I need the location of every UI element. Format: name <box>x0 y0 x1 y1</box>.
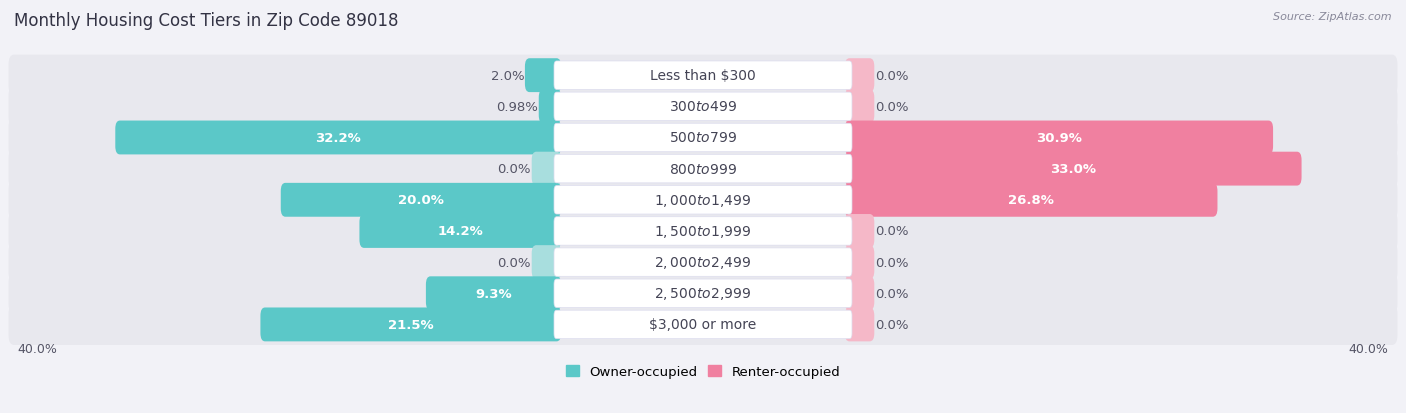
FancyBboxPatch shape <box>845 214 875 248</box>
FancyBboxPatch shape <box>538 90 561 124</box>
FancyBboxPatch shape <box>281 183 561 217</box>
Legend: Owner-occupied, Renter-occupied: Owner-occupied, Renter-occupied <box>560 360 846 384</box>
Text: 0.0%: 0.0% <box>498 256 531 269</box>
Text: 40.0%: 40.0% <box>17 342 58 355</box>
FancyBboxPatch shape <box>8 273 1398 314</box>
Text: 0.0%: 0.0% <box>875 318 908 331</box>
FancyBboxPatch shape <box>554 279 852 308</box>
Text: Source: ZipAtlas.com: Source: ZipAtlas.com <box>1274 12 1392 22</box>
Text: Less than $300: Less than $300 <box>650 69 756 83</box>
FancyBboxPatch shape <box>554 186 852 214</box>
Text: Monthly Housing Cost Tiers in Zip Code 89018: Monthly Housing Cost Tiers in Zip Code 8… <box>14 12 398 30</box>
Text: 0.0%: 0.0% <box>875 287 908 300</box>
Text: 20.0%: 20.0% <box>398 194 444 207</box>
FancyBboxPatch shape <box>531 246 561 279</box>
Text: $1,500 to $1,999: $1,500 to $1,999 <box>654 223 752 240</box>
Text: 0.98%: 0.98% <box>496 101 538 114</box>
FancyBboxPatch shape <box>554 155 852 183</box>
FancyBboxPatch shape <box>8 55 1398 97</box>
Text: 33.0%: 33.0% <box>1050 163 1097 176</box>
Text: $2,500 to $2,999: $2,500 to $2,999 <box>654 285 752 301</box>
FancyBboxPatch shape <box>845 246 875 279</box>
FancyBboxPatch shape <box>260 308 561 342</box>
FancyBboxPatch shape <box>845 277 875 311</box>
Text: $1,000 to $1,499: $1,000 to $1,499 <box>654 192 752 208</box>
Text: 32.2%: 32.2% <box>315 132 361 145</box>
Text: 40.0%: 40.0% <box>1348 342 1389 355</box>
Text: $800 to $999: $800 to $999 <box>669 162 737 176</box>
FancyBboxPatch shape <box>8 242 1398 283</box>
FancyBboxPatch shape <box>115 121 561 155</box>
FancyBboxPatch shape <box>554 248 852 277</box>
FancyBboxPatch shape <box>845 183 1218 217</box>
Text: $300 to $499: $300 to $499 <box>669 100 737 114</box>
FancyBboxPatch shape <box>360 214 561 248</box>
Text: $500 to $799: $500 to $799 <box>669 131 737 145</box>
FancyBboxPatch shape <box>845 308 875 342</box>
Text: 30.9%: 30.9% <box>1036 132 1081 145</box>
FancyBboxPatch shape <box>531 152 561 186</box>
Text: 9.3%: 9.3% <box>475 287 512 300</box>
Text: 0.0%: 0.0% <box>875 256 908 269</box>
FancyBboxPatch shape <box>554 311 852 339</box>
FancyBboxPatch shape <box>845 121 1272 155</box>
FancyBboxPatch shape <box>8 87 1398 128</box>
FancyBboxPatch shape <box>426 277 561 311</box>
FancyBboxPatch shape <box>8 180 1398 221</box>
FancyBboxPatch shape <box>554 93 852 121</box>
Text: 21.5%: 21.5% <box>388 318 433 331</box>
FancyBboxPatch shape <box>554 62 852 90</box>
Text: 2.0%: 2.0% <box>491 69 524 83</box>
Text: 26.8%: 26.8% <box>1008 194 1054 207</box>
FancyBboxPatch shape <box>524 59 561 93</box>
Text: 14.2%: 14.2% <box>437 225 484 238</box>
FancyBboxPatch shape <box>845 59 875 93</box>
FancyBboxPatch shape <box>845 152 1302 186</box>
Text: $2,000 to $2,499: $2,000 to $2,499 <box>654 254 752 271</box>
Text: 0.0%: 0.0% <box>875 225 908 238</box>
FancyBboxPatch shape <box>8 211 1398 252</box>
Text: 0.0%: 0.0% <box>498 163 531 176</box>
Text: 0.0%: 0.0% <box>875 101 908 114</box>
FancyBboxPatch shape <box>8 304 1398 345</box>
FancyBboxPatch shape <box>554 217 852 246</box>
FancyBboxPatch shape <box>8 149 1398 190</box>
Text: 0.0%: 0.0% <box>875 69 908 83</box>
Text: $3,000 or more: $3,000 or more <box>650 318 756 332</box>
FancyBboxPatch shape <box>554 124 852 152</box>
FancyBboxPatch shape <box>8 118 1398 159</box>
FancyBboxPatch shape <box>845 90 875 124</box>
